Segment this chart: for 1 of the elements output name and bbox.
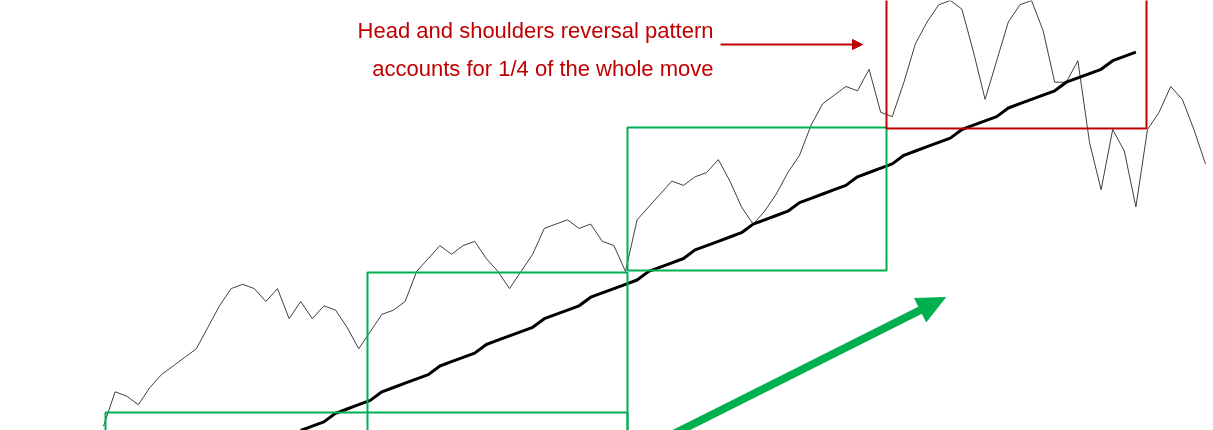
annotation: Head and shoulders reversal pattern accounts for 1/4 of the whole move (357, 18, 714, 81)
